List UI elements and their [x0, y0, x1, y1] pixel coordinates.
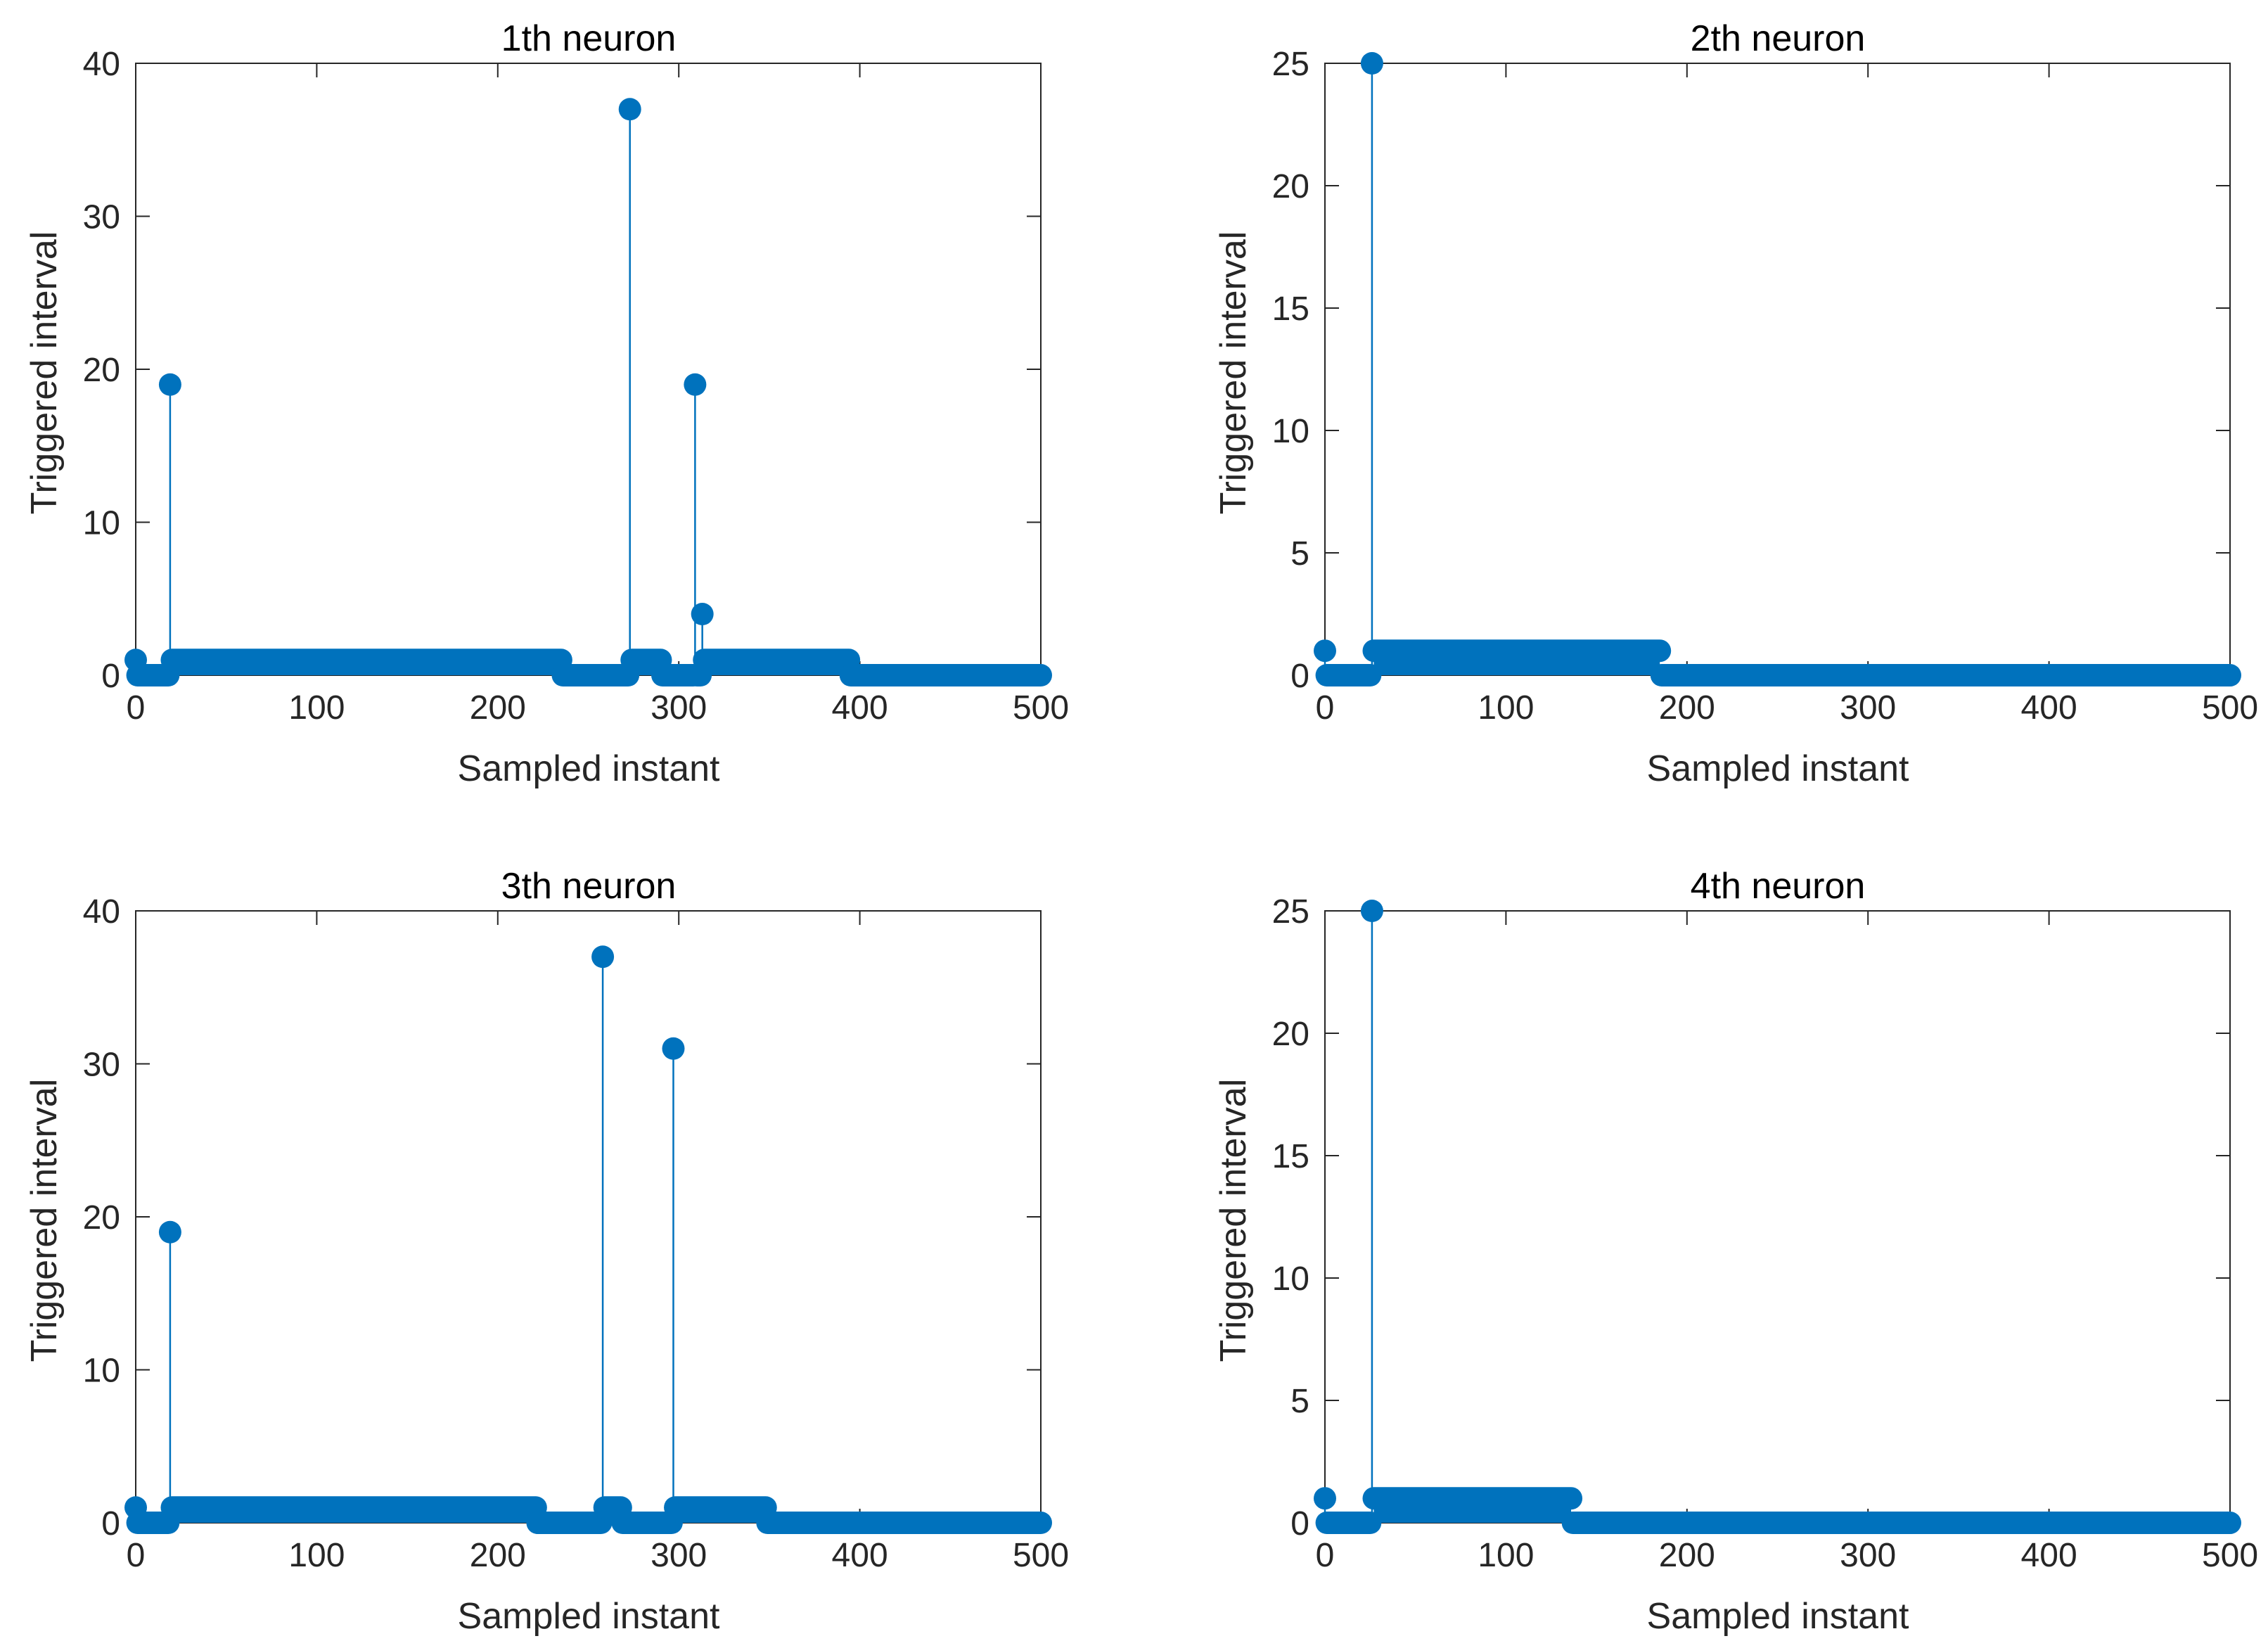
subplot-1-ytick-label-0: 0	[101, 658, 120, 695]
subplot-1-spike-marker-1	[158, 373, 181, 396]
subplot-4-spike-marker-0	[1314, 1487, 1336, 1510]
subplot-2-spike-marker-0	[1314, 639, 1336, 663]
subplot-3-spike-marker-2	[591, 945, 615, 969]
subplot-2-ylabel: Triggered interval	[1213, 231, 1254, 515]
subplot-4-xlabel: Sampled instant	[1647, 1596, 1909, 1637]
subplot-1-spike-marker-2	[618, 98, 641, 121]
subplot-1-xtick-label-1: 100	[288, 689, 345, 727]
subplot-1-ytick-label-3: 30	[83, 199, 120, 236]
subplot-4-xtick-label-2: 200	[1659, 1537, 1715, 1574]
subplot-3-ytick-label-3: 30	[83, 1047, 120, 1084]
subplot-3-xlabel: Sampled instant	[458, 1596, 720, 1637]
subplot-1-spike-marker-0	[124, 649, 147, 672]
subplot-1-ylabel: Triggered interval	[24, 231, 65, 515]
subplot-4-ytick-label-4: 20	[1272, 1016, 1309, 1053]
subplot-2-xtick-label-2: 200	[1659, 689, 1715, 727]
subplot-4-xtick-label-5: 500	[2202, 1537, 2258, 1574]
subplot-3-xtick-label-5: 500	[1013, 1537, 1069, 1574]
subplot-1-title: 1th neuron	[501, 18, 677, 59]
subplot-2-xtick-label-5: 500	[2202, 689, 2258, 727]
subplot-3-spike-marker-3	[662, 1037, 685, 1060]
subplot-1-spike-marker-4	[691, 603, 714, 625]
subplot-2-xtick-label-1: 100	[1478, 689, 1534, 727]
subplot-2-ytick-label-0: 0	[1290, 658, 1309, 695]
subplot-3-xtick-label-0: 0	[127, 1537, 146, 1574]
subplot-2-xtick-label-3: 300	[1840, 689, 1896, 727]
subplot-4-xtick-label-0: 0	[1316, 1537, 1335, 1574]
subplot-2-ytick-label-1: 5	[1290, 535, 1309, 573]
subplot-1-xtick-label-0: 0	[127, 689, 146, 727]
subplot-2-xtick-label-4: 400	[2021, 689, 2077, 727]
subplot-4-title: 4th neuron	[1691, 866, 1866, 907]
subplot-1-xtick-label-5: 500	[1013, 689, 1069, 727]
subplot-1-xtick-label-3: 300	[651, 689, 707, 727]
subplot-2-ytick-label-4: 20	[1272, 168, 1309, 205]
subplot-2-ytick-label-2: 10	[1272, 413, 1309, 450]
subplot-1-xtick-label-2: 200	[470, 689, 526, 727]
subplot-3-title: 3th neuron	[501, 866, 677, 907]
subplot-1-ytick-label-1: 10	[83, 505, 120, 542]
subplot-2: 2th neuron Sampled instant Triggered int…	[1213, 18, 2258, 789]
subplot-4-ytick-label-0: 0	[1290, 1505, 1309, 1542]
subplot-4-ytick-label-2: 10	[1272, 1260, 1309, 1298]
subplot-1-ytick-label-4: 40	[83, 46, 120, 83]
subplot-4-xtick-label-3: 300	[1840, 1537, 1896, 1574]
subplot-3-ytick-label-2: 20	[83, 1199, 120, 1237]
subplot-3-xtick-label-3: 300	[651, 1537, 707, 1574]
subplot-3-ylabel: Triggered interval	[24, 1079, 65, 1362]
subplot-4-ytick-label-5: 25	[1272, 893, 1309, 931]
subplot-3: 3th neuron Sampled instant Triggered int…	[24, 866, 1069, 1637]
subplot-2-ytick-label-3: 15	[1272, 290, 1309, 328]
subplot-1-ytick-label-2: 20	[83, 352, 120, 389]
subplot-4-ytick-label-3: 15	[1272, 1138, 1309, 1175]
subplot-1-xtick-label-4: 400	[832, 689, 888, 727]
subplot-3-spike-marker-1	[158, 1220, 181, 1244]
subplot-1: 1th neuron Sampled instant Triggered int…	[24, 18, 1069, 789]
subplot-4: 4th neuron Sampled instant Triggered int…	[1213, 866, 2258, 1637]
subplot-2-spike-marker-1	[1360, 52, 1383, 75]
subplot-1-xlabel: Sampled instant	[458, 748, 720, 789]
subplot-4-spike-marker-1	[1360, 900, 1383, 922]
subplot-3-ytick-label-1: 10	[83, 1353, 120, 1390]
subplot-4-xtick-label-1: 100	[1478, 1537, 1534, 1574]
subplot-2-ytick-label-5: 25	[1272, 46, 1309, 83]
subplot-3-ytick-label-0: 0	[101, 1505, 120, 1542]
subplot-3-xtick-label-1: 100	[288, 1537, 345, 1574]
subplot-3-spike-marker-0	[124, 1496, 147, 1519]
subplot-4-xtick-label-4: 400	[2021, 1537, 2077, 1574]
subplot-2-xlabel: Sampled instant	[1647, 748, 1909, 789]
subplot-2-title: 2th neuron	[1691, 18, 1866, 59]
subplot-1-spike-marker-3	[684, 373, 707, 396]
subplot-4-ylabel: Triggered interval	[1213, 1079, 1254, 1362]
subplot-3-xtick-label-4: 400	[832, 1537, 888, 1574]
subplot-4-ytick-label-1: 5	[1290, 1383, 1309, 1420]
subplot-3-ytick-label-4: 40	[83, 893, 120, 931]
subplot-2-xtick-label-0: 0	[1316, 689, 1335, 727]
subplot-3-xtick-label-2: 200	[470, 1537, 526, 1574]
